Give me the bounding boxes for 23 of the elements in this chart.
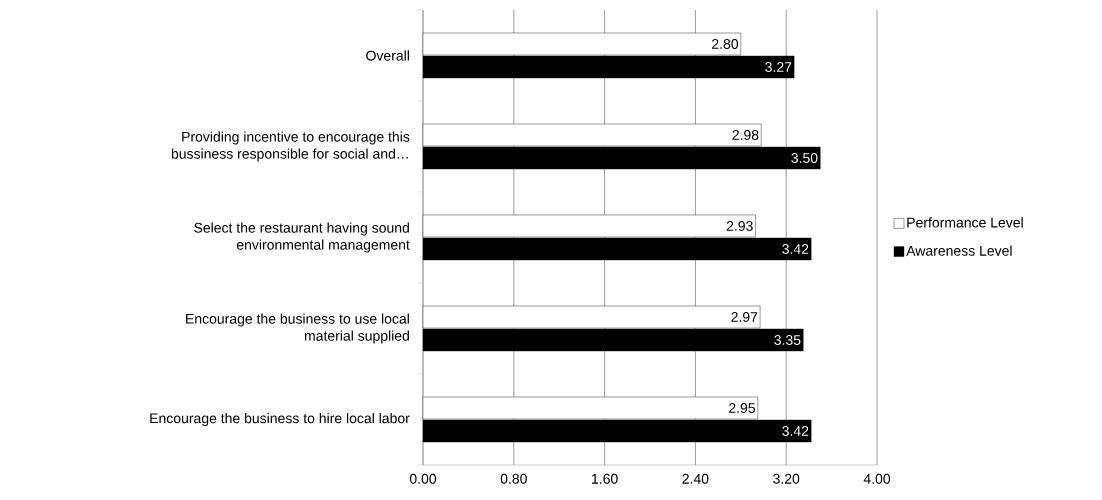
x-tick-label: 1.60	[592, 473, 618, 484]
y-tick-label: Overall	[366, 50, 409, 61]
data-label: 2.97	[731, 312, 758, 322]
x-tick-label: 2.40	[682, 473, 709, 484]
y-tick-label: Providing incentive to encourage this bussiness responsible for social and…	[171, 131, 410, 162]
data-label: 3.50	[791, 153, 818, 163]
data-label: 2.98	[732, 130, 759, 140]
legend-label: Awareness Level	[906, 245, 1012, 256]
legend-label: Performance Level	[907, 217, 1023, 228]
y-tick-label: Encourage the business to use local material supplied	[186, 313, 409, 344]
data-label: 3.42	[782, 244, 809, 254]
x-tick-label: 0.80	[500, 473, 527, 484]
data-label: 2.80	[712, 39, 739, 49]
data-label: 3.27	[765, 62, 792, 72]
y-tick-label: Encourage the business to hire local labor	[150, 412, 410, 427]
y-tick-label: Select the restaurant having sound environmental management	[194, 222, 410, 253]
data-label: 2.93	[726, 221, 753, 231]
data-label: 3.35	[774, 335, 801, 345]
x-tick-label: 0.00	[409, 473, 437, 484]
x-tick-label: 3.20	[773, 473, 800, 484]
x-tick-label: 4.00	[863, 473, 891, 484]
data-label: 3.42	[782, 426, 809, 436]
data-label: 2.95	[729, 403, 756, 413]
